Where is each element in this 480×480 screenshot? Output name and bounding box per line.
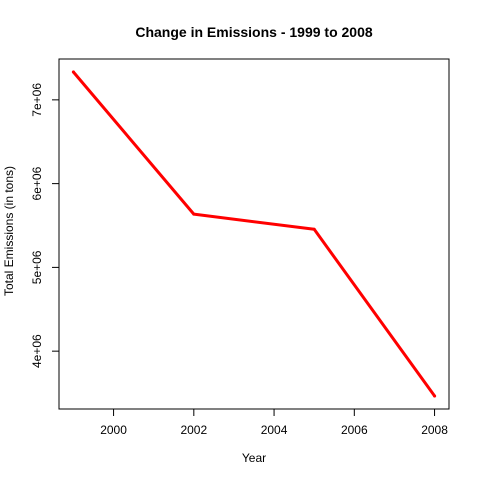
y-tick-label: 5e+06 xyxy=(30,250,44,284)
data-point xyxy=(71,70,75,74)
series-line xyxy=(71,70,437,398)
y-tick-label: 6e+06 xyxy=(30,166,44,200)
series-group xyxy=(71,70,437,398)
x-axis: 2000 2002 2004 2006 2008 xyxy=(100,408,448,437)
x-tick-label: 2002 xyxy=(180,423,207,437)
x-tick-label: 2000 xyxy=(100,423,127,437)
x-tick-label: 2004 xyxy=(261,423,288,437)
data-point xyxy=(192,212,196,216)
x-tick-label: 2008 xyxy=(421,423,448,437)
y-axis: 4e+06 5e+06 6e+06 7e+06 xyxy=(30,83,60,368)
data-point xyxy=(312,227,316,231)
x-axis-label: Year xyxy=(242,451,266,465)
x-tick-label: 2006 xyxy=(341,423,368,437)
y-axis-label: Total Emissions (in tons) xyxy=(2,166,16,296)
y-tick-label: 7e+06 xyxy=(30,83,44,117)
plot-frame xyxy=(58,58,450,410)
chart-title: Change in Emissions - 1999 to 2008 xyxy=(135,24,373,40)
data-point xyxy=(433,394,437,398)
y-tick-label: 4e+06 xyxy=(30,334,44,368)
